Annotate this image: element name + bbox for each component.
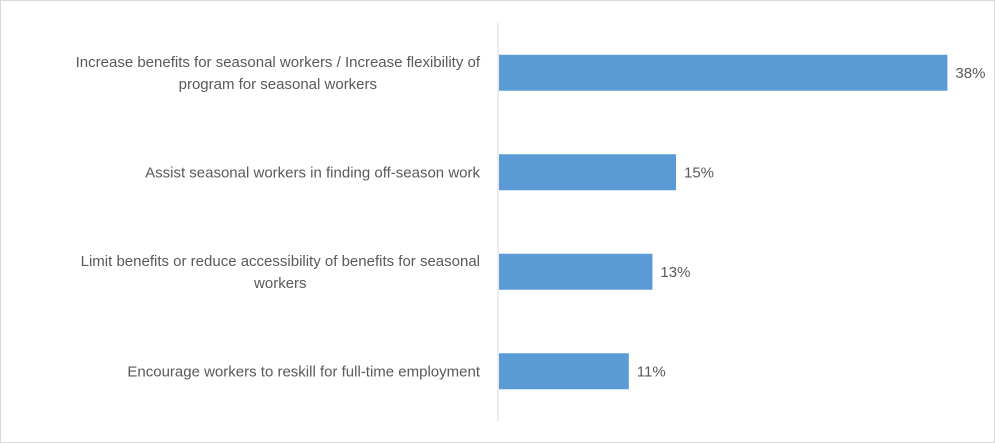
- data-label-3: 13%: [660, 264, 690, 281]
- bar-3: [499, 253, 653, 290]
- data-label-2: 15%: [684, 164, 714, 181]
- data-label-4: 11%: [637, 363, 666, 380]
- category-label-4: Encourage workers to reskill for full-ti…: [127, 363, 480, 380]
- category-label-2: Assist seasonal workers in finding off-s…: [145, 164, 480, 181]
- data-label-1: 38%: [955, 65, 985, 82]
- bar-2: [499, 154, 676, 191]
- category-label-3: Limit benefits or reduce accessibility o…: [81, 253, 480, 292]
- bar-1: [499, 54, 948, 91]
- bar-4: [499, 353, 629, 390]
- category-label-1: Increase benefits for seasonal workers /…: [76, 54, 481, 93]
